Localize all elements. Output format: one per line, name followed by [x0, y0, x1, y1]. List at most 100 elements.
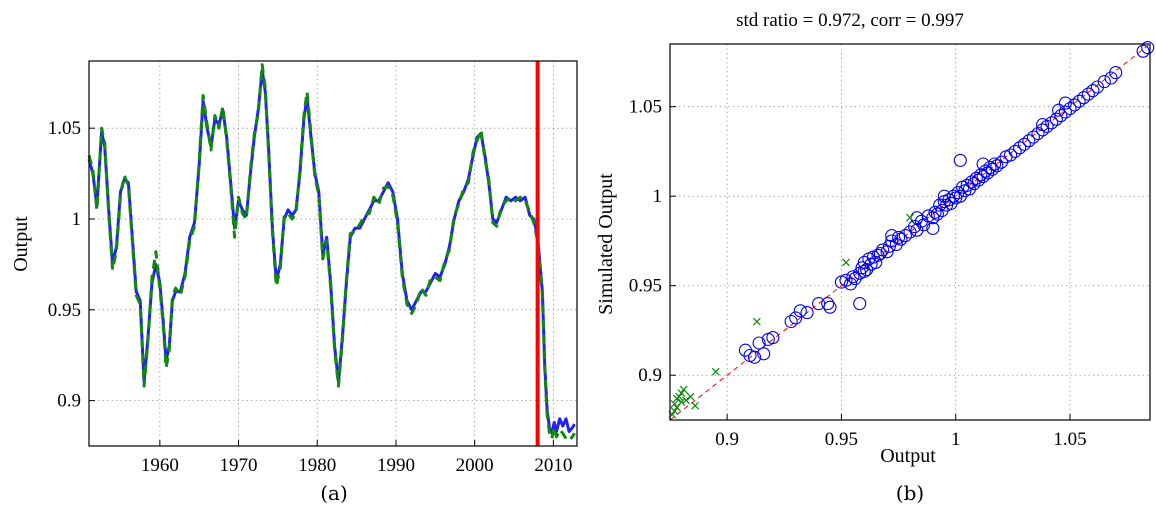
chart-b-x-tick-label: 0.95 [825, 429, 858, 450]
chart-b-x-point [682, 396, 690, 405]
chart-a-series-line [87, 68, 576, 435]
chart-b-circle-point [983, 160, 997, 175]
chart-b-grid [670, 44, 1150, 420]
chart-b-circle-point [1031, 126, 1045, 141]
chart-b-circle-point [839, 273, 853, 287]
chart-b-circle-point [937, 189, 951, 203]
chart-b-x-axis-label: Output [880, 445, 936, 467]
chart-b-y-axis-label: Simulated Output [595, 173, 617, 315]
chart-b-circle-point [928, 205, 942, 219]
chart-b-circle-point [1049, 112, 1063, 126]
chart-b-circle-point [793, 304, 807, 318]
chart-a-y-tick-label: 1.05 [48, 118, 81, 139]
chart-b-circle-point [853, 297, 867, 311]
chart-b-x-point [677, 389, 686, 398]
chart-b-circle-point [873, 246, 887, 261]
chart-b-circle-point [800, 306, 814, 320]
chart-a-plot-area [88, 60, 578, 447]
chart-a-y-tick-label: 0.95 [48, 300, 81, 321]
chart-b-circle-point [752, 336, 766, 350]
chart-b-circle-point [885, 229, 899, 243]
chart-b-y-tick-label: 1 [653, 186, 663, 207]
chart-b-circle-point [1013, 141, 1027, 155]
chart-b-plot-area [669, 43, 1151, 421]
chart-b-circle-point [1058, 105, 1072, 119]
chart-b-circle-point [930, 207, 944, 221]
chart-b-circle-point [962, 182, 976, 196]
chart-b-circle-point [926, 221, 940, 235]
chart-b-circle-point [1068, 98, 1082, 112]
chart-b-x-point [752, 317, 761, 326]
chart-a-grid [89, 61, 577, 446]
chart-b-circle-point [976, 157, 990, 171]
chart-b-circle-point [1008, 144, 1022, 158]
chart-b-circle-point [908, 220, 922, 234]
chart-a-x-tick-label: 1990 [377, 455, 415, 476]
chart-b-circle-point [990, 159, 1004, 173]
chart-b-circle-point [1097, 75, 1111, 89]
chart-b-circle-point [1077, 91, 1091, 105]
chart-a: 1960 1970 1980 1990 2000 2010 0.9 0.95 1 1.05 Out… [10, 60, 578, 505]
chart-a-x-tick-label: 2010 [534, 455, 572, 476]
chart-a-y-tick-label: 1 [72, 209, 82, 230]
chart-b-circle-point [1141, 41, 1155, 55]
chart-b-x-tick-label: 0.9 [715, 429, 739, 450]
chart-b-ticks: 0.9 0.95 1 1.05 0.9 0.95 1 1.05 [629, 97, 1087, 450]
chart-b-circle-point [885, 234, 899, 248]
chart-b-x-point [686, 392, 695, 401]
chart-a-x-tick-label: 1960 [141, 455, 179, 476]
chart-a-y-axis-label: Output [10, 216, 32, 272]
chart-b-circle-point [917, 218, 931, 232]
chart-b-circle-point [1045, 116, 1059, 130]
chart-b: std ratio = 0.972, corr = 0.997 0.9 0.95 1… [595, 10, 1155, 505]
chart-a-caption: (a) [320, 481, 348, 505]
chart-b-circle-point [823, 300, 837, 314]
chart-b-circle-point [1109, 66, 1123, 80]
chart-b-circle-point [1081, 87, 1095, 101]
chart-a-series-line [87, 63, 576, 443]
chart-b-circle-point [1058, 96, 1072, 110]
chart-b-circle-point [946, 189, 960, 203]
chart-b-circle-point [1052, 103, 1066, 117]
chart-b-circle-point [1104, 71, 1118, 85]
chart-b-circle-point [1086, 84, 1100, 98]
chart-b-circle-point [960, 178, 974, 192]
chart-b-circle-point [892, 230, 906, 244]
chart-b-circle-point [974, 168, 988, 182]
chart-b-circle-point [748, 350, 762, 364]
chart-b-circle-point [910, 211, 924, 225]
chart-b-points [668, 41, 1155, 419]
chart-b-circle-point [766, 331, 780, 345]
chart-a-ticks: 1960 1970 1980 1990 2000 2010 0.9 0.95 1 1.05 [48, 118, 573, 476]
chart-a-y-tick-label: 0.9 [57, 391, 81, 412]
chart-b-circle-point [926, 211, 940, 225]
chart-b-x-point [677, 398, 686, 407]
chart-b-x-point [679, 385, 688, 394]
chart-b-circle-point [1036, 118, 1050, 132]
chart-b-x-point [906, 213, 914, 222]
chart-b-x-point [691, 401, 700, 410]
chart-b-circle-point [869, 255, 883, 269]
chart-b-x-point [842, 258, 850, 267]
chart-a-x-tick-label: 1980 [298, 455, 336, 476]
chart-b-circle-point [978, 164, 992, 178]
chart-b-x-tick-label: 1.05 [1053, 429, 1086, 450]
chart-b-y-tick-label: 0.95 [629, 276, 662, 297]
chart-b-circle-point [965, 175, 979, 189]
chart-b-circle-point [1036, 123, 1050, 137]
chart-b-circle-point [846, 270, 860, 284]
chart-b-x-point [670, 399, 679, 408]
chart-b-circle-point [789, 311, 803, 325]
chart-a-x-tick-label: 1970 [220, 455, 258, 476]
chart-b-circle-point [953, 153, 967, 167]
chart-b-circle-point [1072, 94, 1086, 108]
chart-b-y-tick-label: 0.9 [638, 365, 662, 386]
chart-b-x-point [670, 407, 679, 415]
chart-b-title: std ratio = 0.972, corr = 0.997 [736, 10, 964, 31]
chart-b-x-tick-label: 1 [951, 429, 961, 450]
chart-b-circle-point [757, 347, 771, 361]
chart-b-circle-point [1004, 148, 1018, 162]
chart-a-series [87, 63, 576, 443]
chart-b-circle-point [821, 297, 835, 311]
